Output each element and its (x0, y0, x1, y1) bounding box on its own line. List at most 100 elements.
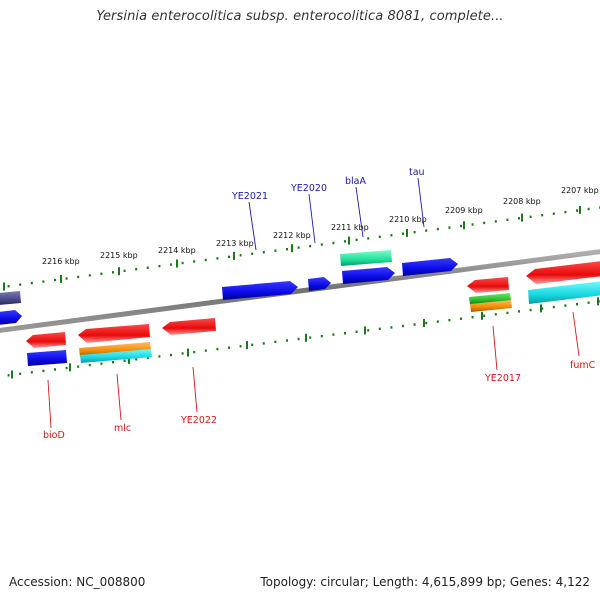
minor-tick (65, 366, 68, 370)
minor-tick (425, 321, 428, 325)
minor-tick (355, 238, 358, 242)
minor-tick (576, 209, 578, 212)
minor-tick (286, 339, 288, 342)
minor-tick (216, 347, 219, 351)
minor-tick (483, 221, 486, 225)
minor-tick (88, 274, 91, 277)
minor-tick (552, 212, 555, 215)
minor-tick (448, 226, 451, 229)
gene-arrow-tau[interactable] (402, 258, 458, 276)
gene-label-fumC[interactable]: fumC (570, 360, 596, 371)
minor-tick (448, 318, 451, 322)
minor-tick (135, 358, 138, 361)
gene-arrow-blaA[interactable] (340, 250, 392, 266)
gene-arrow-slate-left[interactable] (0, 291, 21, 305)
gene-arrow-ye2020[interactable] (308, 277, 331, 291)
minor-tick (42, 280, 45, 283)
kbp-tick-label: 2215 kbp (100, 251, 138, 260)
gene-arrow-ye2017-orange[interactable] (470, 300, 512, 312)
minor-tick (483, 314, 486, 317)
inner-scale-ticks (7, 297, 600, 379)
minor-tick (7, 285, 10, 288)
minor-tick (309, 244, 312, 248)
gene-arrow-mlc-red[interactable] (78, 324, 150, 343)
gene-arrow-mlc-orange[interactable] (79, 342, 151, 357)
kbp-tick-label: 2209 kbp (445, 206, 483, 215)
leader-fumC (572, 311, 580, 357)
gene-arrow-blue-left[interactable] (0, 310, 22, 325)
gene-label-blaA[interactable]: blaA (345, 176, 366, 187)
minor-tick (77, 275, 80, 279)
gene-arrow-ye2022[interactable] (162, 318, 216, 335)
gene-arrow-blaA-blue[interactable] (342, 267, 395, 284)
minor-tick (30, 371, 33, 374)
gene-arrow-bioD-blue[interactable] (27, 350, 67, 366)
minor-tick (274, 249, 277, 252)
kbp-tick-label: 2210 kbp (389, 215, 427, 224)
minor-tick (286, 248, 288, 251)
leader-blaA (355, 186, 364, 238)
kbp-scale-labels: 2207 kbp 2208 kbp 2209 kbp 2210 kbp 2211 kbp… (42, 186, 599, 266)
gene-arrow-fumC-red[interactable] (526, 261, 600, 284)
gene-label-ye2017[interactable]: YE2017 (484, 373, 521, 384)
kbp-tick-label: 2207 kbp (561, 186, 599, 195)
minor-tick (320, 334, 323, 338)
minor-tick (587, 301, 590, 304)
minor-tick (7, 374, 10, 377)
gene-arrow-mlc-cyan[interactable] (80, 349, 152, 363)
minor-tick (65, 277, 68, 280)
minor-tick (413, 231, 416, 234)
minor-tick (100, 272, 103, 275)
minor-tick (402, 232, 404, 235)
gene-label-bioD[interactable]: bioD (43, 430, 65, 441)
minor-tick (471, 316, 474, 319)
minor-tick (181, 261, 184, 265)
minor-tick (170, 353, 172, 357)
minor-tick (170, 263, 172, 266)
minor-tick (262, 251, 265, 254)
minor-tick (42, 369, 45, 373)
minor-tick (297, 337, 300, 341)
minor-tick (146, 266, 149, 269)
minor-tick (274, 340, 277, 344)
minor-tick (367, 237, 370, 240)
minor-tick (378, 235, 381, 238)
kbp-tick-label: 2212 kbp (273, 231, 311, 240)
kbp-tick-label: 2216 kbp (42, 257, 80, 266)
minor-tick (251, 343, 254, 346)
minor-tick (204, 258, 207, 262)
minor-tick (506, 218, 509, 221)
gene-arrow-fumC-cyan[interactable] (528, 281, 600, 304)
gene-label-ye2021[interactable]: YE2021 (231, 191, 268, 202)
gene-arrow-ye2021[interactable] (222, 281, 298, 300)
minor-tick (100, 362, 103, 365)
leader-tau (417, 177, 425, 228)
minor-tick (494, 220, 497, 223)
kbp-tick-label: 2214 kbp (158, 246, 196, 255)
minor-tick (54, 368, 56, 371)
minor-tick (587, 207, 590, 211)
gene-label-ye2022[interactable]: YE2022 (180, 415, 217, 426)
minor-tick (413, 323, 416, 326)
minor-tick (378, 327, 381, 330)
minor-tick (460, 224, 462, 228)
minor-tick (19, 372, 22, 375)
gene-arrow-bioD-red[interactable] (26, 332, 66, 348)
minor-tick (30, 281, 33, 285)
gene-label-tau[interactable]: tau (409, 167, 425, 178)
genome-backbone (0, 249, 600, 333)
minor-tick (436, 320, 439, 323)
gene-label-ye2020[interactable]: YE2020 (290, 183, 327, 194)
leader-bioD (47, 379, 52, 429)
minor-tick (541, 307, 544, 310)
minor-tick (297, 246, 300, 249)
minor-tick (54, 278, 56, 282)
minor-tick (228, 346, 230, 349)
outer-scale-ticks (3, 205, 600, 291)
minor-tick (518, 217, 520, 220)
minor-tick (529, 308, 532, 312)
gene-arrow-ye2017-red[interactable] (467, 277, 509, 293)
minor-tick (344, 332, 346, 335)
gene-label-mlc[interactable]: mlc (114, 423, 131, 434)
